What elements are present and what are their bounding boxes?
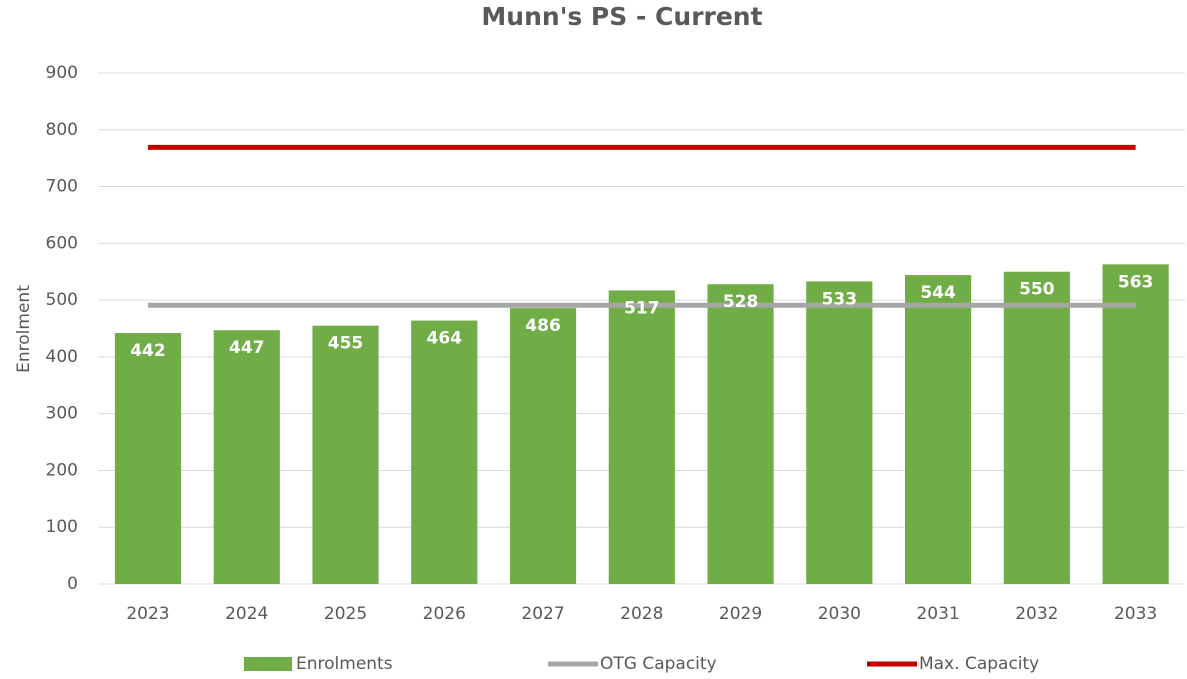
bar xyxy=(905,275,972,584)
y-tick-label: 400 xyxy=(46,347,78,367)
y-tick-label: 300 xyxy=(46,404,78,424)
x-tick-label: 2025 xyxy=(324,604,367,624)
y-tick-label: 600 xyxy=(46,233,78,253)
y-tick-label: 100 xyxy=(46,517,78,537)
data-label: 550 xyxy=(1019,280,1055,300)
data-label: 464 xyxy=(427,329,463,349)
data-label: 486 xyxy=(525,316,561,336)
y-axis-label: Enrolment xyxy=(14,285,34,373)
x-tick-label: 2028 xyxy=(620,604,663,624)
y-tick-label: 200 xyxy=(46,460,78,480)
y-tick-label: 0 xyxy=(67,574,78,594)
legend-label: Enrolments xyxy=(296,654,393,674)
bar xyxy=(312,325,379,584)
data-label: 442 xyxy=(130,341,166,361)
bar xyxy=(114,333,182,584)
legend-label: Max. Capacity xyxy=(919,654,1039,674)
bar xyxy=(608,290,675,584)
bar xyxy=(806,281,873,584)
data-label: 517 xyxy=(624,298,660,318)
x-tick-label: 2031 xyxy=(916,604,959,624)
y-tick-label: 500 xyxy=(46,290,78,310)
bar xyxy=(509,308,577,584)
legend-swatch xyxy=(244,657,292,671)
chart-title: Munn's PS - Current xyxy=(481,2,762,31)
x-tick-label: 2027 xyxy=(521,604,564,624)
data-label: 533 xyxy=(822,289,858,309)
x-tick-label: 2026 xyxy=(423,604,466,624)
data-label: 455 xyxy=(328,334,364,354)
data-label: 528 xyxy=(723,292,759,312)
x-tick-label: 2030 xyxy=(818,604,861,624)
x-tick-label: 2023 xyxy=(126,604,169,624)
x-tick-label: 2024 xyxy=(225,604,268,624)
bar xyxy=(1003,271,1070,584)
y-tick-label: 800 xyxy=(46,120,78,140)
bar xyxy=(411,320,478,584)
x-tick-label: 2032 xyxy=(1015,604,1058,624)
data-label: 563 xyxy=(1118,272,1154,292)
x-tick-label: 2033 xyxy=(1114,604,1157,624)
data-label: 447 xyxy=(229,338,265,358)
bar xyxy=(213,330,280,584)
legend-label: OTG Capacity xyxy=(600,654,717,674)
data-label: 544 xyxy=(920,283,956,303)
bar xyxy=(1102,264,1169,584)
y-tick-label: 900 xyxy=(46,63,78,83)
x-tick-label: 2029 xyxy=(719,604,762,624)
bar xyxy=(707,284,774,584)
y-tick-label: 700 xyxy=(46,177,78,197)
